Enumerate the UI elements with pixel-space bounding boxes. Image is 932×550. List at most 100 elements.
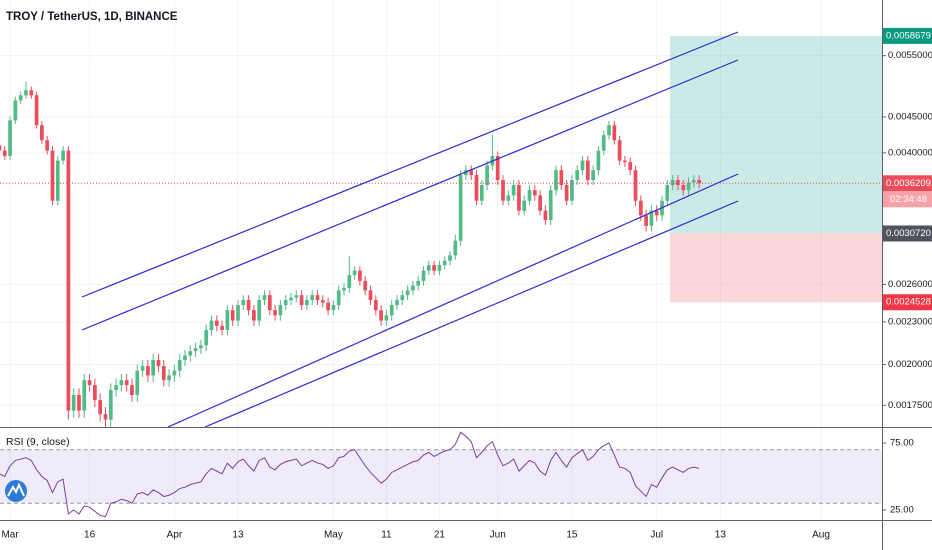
candle-body [517,185,521,211]
candle-body [61,150,65,161]
candle-body [607,125,611,136]
entry-label-bg [883,225,932,242]
rsi-band [0,449,882,504]
candle-body [479,185,484,201]
candle-body [151,359,156,376]
x-tick-label: 21 [434,530,446,541]
candle-body [458,175,463,241]
candle-body [601,135,606,151]
candle-body [29,90,34,96]
candle-body [426,265,431,271]
candle-body [405,290,410,296]
candle-body [442,260,447,266]
last-price-label-bg [883,175,932,192]
candle-body [585,160,590,181]
last-price-label: 0.0036209 [886,178,931,189]
candle-body [114,385,118,390]
x-tick-label: Aug [812,530,830,541]
x-tick-label: 13 [232,530,244,541]
candle-body [188,351,193,356]
candle-body [670,180,675,186]
candle-body [453,240,458,256]
candle-body [177,359,182,371]
candle-body [236,305,240,321]
candle-body [45,140,50,151]
candle-body [50,150,55,201]
logo[interactable] [5,480,27,502]
x-tick-label: Mar [1,530,19,541]
candle-body [156,359,161,367]
candle-body [575,170,580,181]
candle-body [252,310,256,321]
candle-body [437,265,442,271]
candle-body [220,325,224,330]
candle-body [71,395,76,411]
candle-body [554,170,558,191]
candle-body [230,310,235,321]
stop-label: 0.0024528 [886,297,931,308]
candle-body [368,290,373,301]
candle-body [644,215,648,226]
candle-body [103,414,108,420]
candle-body [135,370,140,396]
candle-body [548,190,553,221]
candle-body [527,190,532,201]
candle-body [18,95,23,101]
candle-body [214,320,219,326]
candle-body [570,180,574,201]
y-tick-label: 0.0055000 [888,50,932,61]
candle-body [416,280,421,286]
candle-body [124,380,129,386]
rsi-tick-label: 75.00 [890,438,914,449]
y-tick-label: 0.0017500 [888,400,932,411]
candle-body [623,160,627,163]
candle-body [495,155,500,181]
candle-body [665,185,670,201]
candle-body [363,280,368,291]
candle-body [0,145,2,151]
logo-mark[interactable] [7,482,25,497]
candle-body [506,195,511,201]
candle-body [273,310,277,316]
candle-body [580,160,585,171]
candle-body [628,162,633,171]
candle-body [98,400,103,415]
candle-body [559,170,564,186]
countdown-bg [883,191,932,208]
x-tick-label: 16 [84,530,96,541]
candle-body [299,295,304,306]
candle-body [204,329,209,346]
candle-body [448,255,452,261]
candle-body [82,380,87,411]
candle-body [522,200,527,211]
candle-body [278,305,283,316]
candle-body [241,300,246,306]
x-tick-label: 13 [715,530,727,541]
candle-body [209,320,214,330]
rsi-title: RSI (9, close) [6,436,70,448]
target-label-bg [883,27,932,44]
candle-body [564,185,569,201]
candle-body [421,270,426,281]
candle-body [2,150,7,156]
candle-body [24,90,28,96]
candle-body [681,185,686,191]
candle-body [352,270,357,276]
candle-body [267,295,272,311]
candle-body [411,285,415,291]
candle-body [34,95,39,126]
candle-body [140,366,145,371]
profit-zone [670,35,882,234]
candle-body [172,370,177,376]
candle-body [342,287,346,291]
x-tick-label: Jul [650,530,663,541]
target-label: 0.0058679 [886,30,931,41]
candle-body [66,150,71,411]
channel-line [204,200,739,427]
x-tick-label: Jun [490,530,506,541]
candle-body [633,170,638,201]
candle-body [130,385,134,396]
candle-body [305,300,309,306]
